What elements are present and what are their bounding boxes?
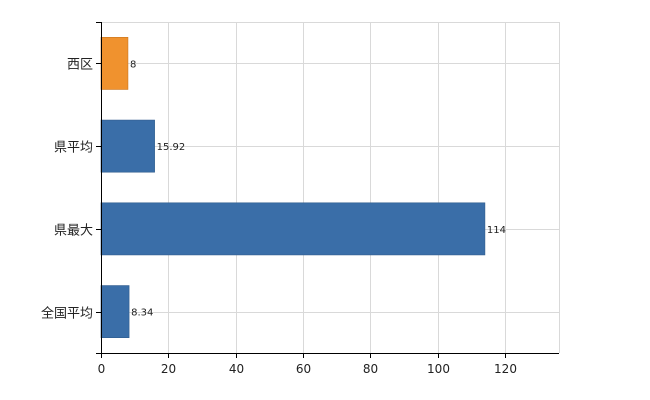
x-tick-label-5: 100 (427, 362, 450, 376)
x-tick-label-2: 40 (229, 362, 244, 376)
data-label-0: 8 (130, 59, 136, 70)
x-tick-label-1: 20 (161, 362, 176, 376)
x-tick-label-3: 60 (296, 362, 311, 376)
category-label-3: 全国平均 (41, 306, 93, 322)
data-label-1: 15.92 (157, 142, 186, 153)
bar-3 (100, 285, 130, 338)
bar-0 (100, 37, 129, 90)
category-label-2: 県最大 (54, 224, 93, 239)
bar-2 (100, 202, 486, 256)
x-tick-label-6: 120 (494, 362, 517, 376)
bars (100, 37, 486, 338)
bar-1 (100, 119, 155, 173)
gridlines (101, 22, 560, 353)
data-label-2: 114 (487, 225, 506, 236)
x-tick-label-4: 80 (363, 362, 378, 376)
data-label-3: 8.34 (131, 308, 153, 319)
category-label-0: 西区 (67, 58, 93, 73)
axes (96, 22, 559, 358)
x-tick-label-0: 0 (98, 362, 106, 376)
category-label-1: 県平均 (54, 141, 93, 156)
